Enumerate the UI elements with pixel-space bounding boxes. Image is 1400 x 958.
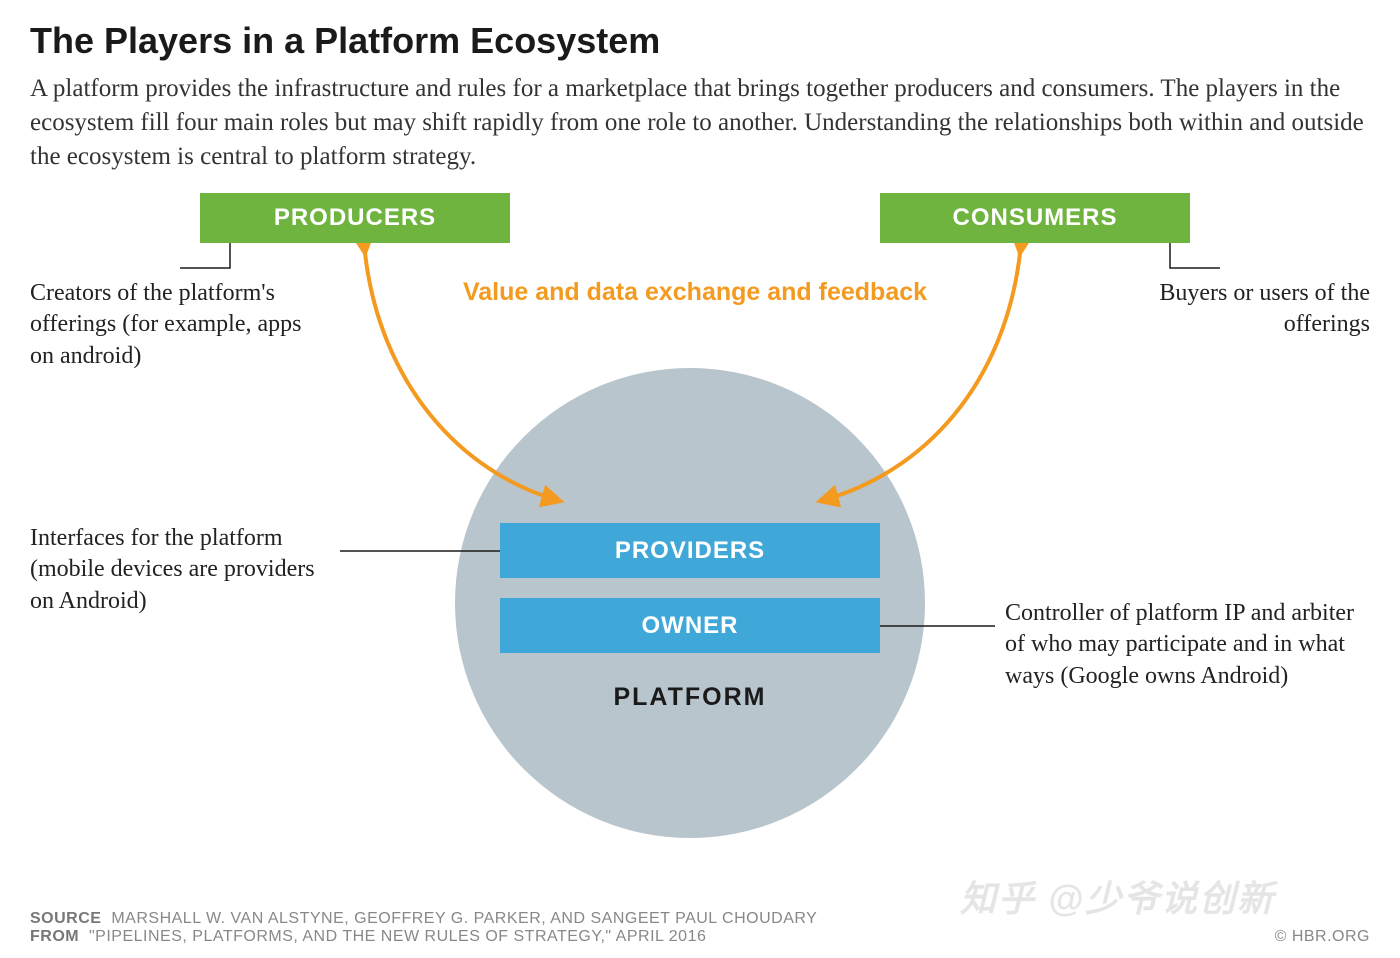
consumers-box: CONSUMERS xyxy=(880,193,1190,243)
from-text: "PIPELINES, PLATFORMS, AND THE NEW RULES… xyxy=(89,928,706,945)
providers-description: Interfaces for the platform (mobile devi… xyxy=(30,523,340,617)
copyright: © HBR.ORG xyxy=(1275,928,1370,946)
producers-description: Creators of the platform's offerings (fo… xyxy=(30,278,330,372)
from-label: FROM xyxy=(30,928,79,945)
page-title: The Players in a Platform Ecosystem xyxy=(30,20,1370,62)
source-label: SOURCE xyxy=(30,910,101,927)
page-subtitle: A platform provides the infrastructure a… xyxy=(30,72,1370,173)
platform-label: PLATFORM xyxy=(590,683,790,712)
source-text: MARSHALL W. VAN ALSTYNE, GEOFFREY G. PAR… xyxy=(111,910,817,927)
producers-box: PRODUCERS xyxy=(200,193,510,243)
providers-box: PROVIDERS xyxy=(500,523,880,578)
diagram-area: PRODUCERS CONSUMERS PROVIDERS OWNER Valu… xyxy=(30,183,1370,863)
consumers-description: Buyers or users of the offerings xyxy=(1070,278,1370,340)
exchange-label: Value and data exchange and feedback xyxy=(385,278,1005,307)
owner-description: Controller of platform IP and arbiter of… xyxy=(1005,598,1365,692)
owner-box: OWNER xyxy=(500,598,880,653)
footer: SOURCE MARSHALL W. VAN ALSTYNE, GEOFFREY… xyxy=(30,910,1370,946)
